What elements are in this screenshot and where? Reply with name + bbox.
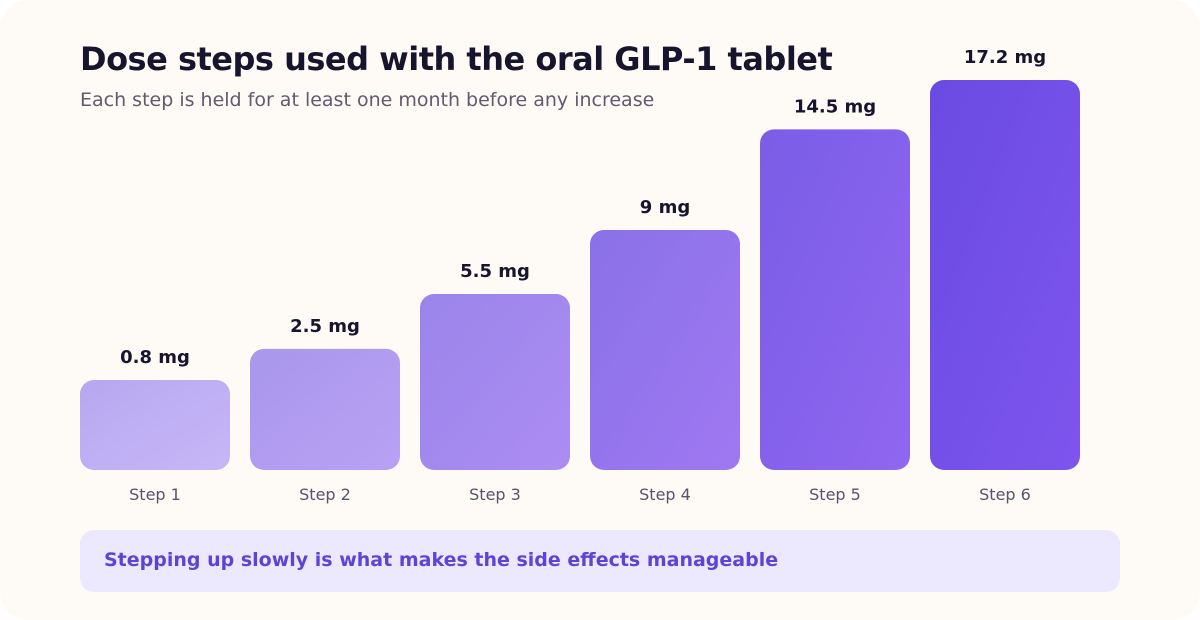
bar-step-4: [590, 230, 740, 470]
category-label-6: Step 6: [979, 485, 1031, 504]
bar-value-label-1: 0.8 mg: [120, 347, 190, 368]
category-label-4: Step 4: [639, 485, 691, 504]
category-label-2: Step 2: [299, 485, 351, 504]
bars-group: 0.8 mg Step 1 2.5 mg Step 2 5.5 mg Step 3 9 mg…: [80, 47, 1080, 504]
chart-subtitle: Each step is held for at least one month…: [80, 89, 655, 111]
bar-value-label-3: 5.5 mg: [460, 261, 530, 282]
bar-step-3: [420, 294, 570, 470]
bar-step-2: [250, 348, 400, 470]
chart-title: Dose steps used with the oral GLP-1 tabl…: [80, 40, 833, 78]
category-label-5: Step 5: [809, 485, 861, 504]
category-label-1: Step 1: [129, 485, 181, 504]
category-label-3: Step 3: [469, 485, 521, 504]
bar-value-label-4: 9 mg: [640, 197, 690, 218]
bar-step-5: [760, 129, 910, 470]
bar-value-label-5: 14.5 mg: [794, 96, 876, 117]
callout-text: Stepping up slowly is what makes the sid…: [104, 549, 779, 571]
bar-step-6: [930, 80, 1080, 470]
callout-box: Stepping up slowly is what makes the sid…: [80, 530, 1120, 592]
bar-step-1: [80, 380, 230, 470]
bar-value-label-2: 2.5 mg: [290, 316, 360, 337]
bar-chart: 0.8 mg Step 1 2.5 mg Step 2 5.5 mg Step 3 9 mg…: [80, 47, 1080, 504]
bar-value-label-6: 17.2 mg: [964, 47, 1046, 68]
